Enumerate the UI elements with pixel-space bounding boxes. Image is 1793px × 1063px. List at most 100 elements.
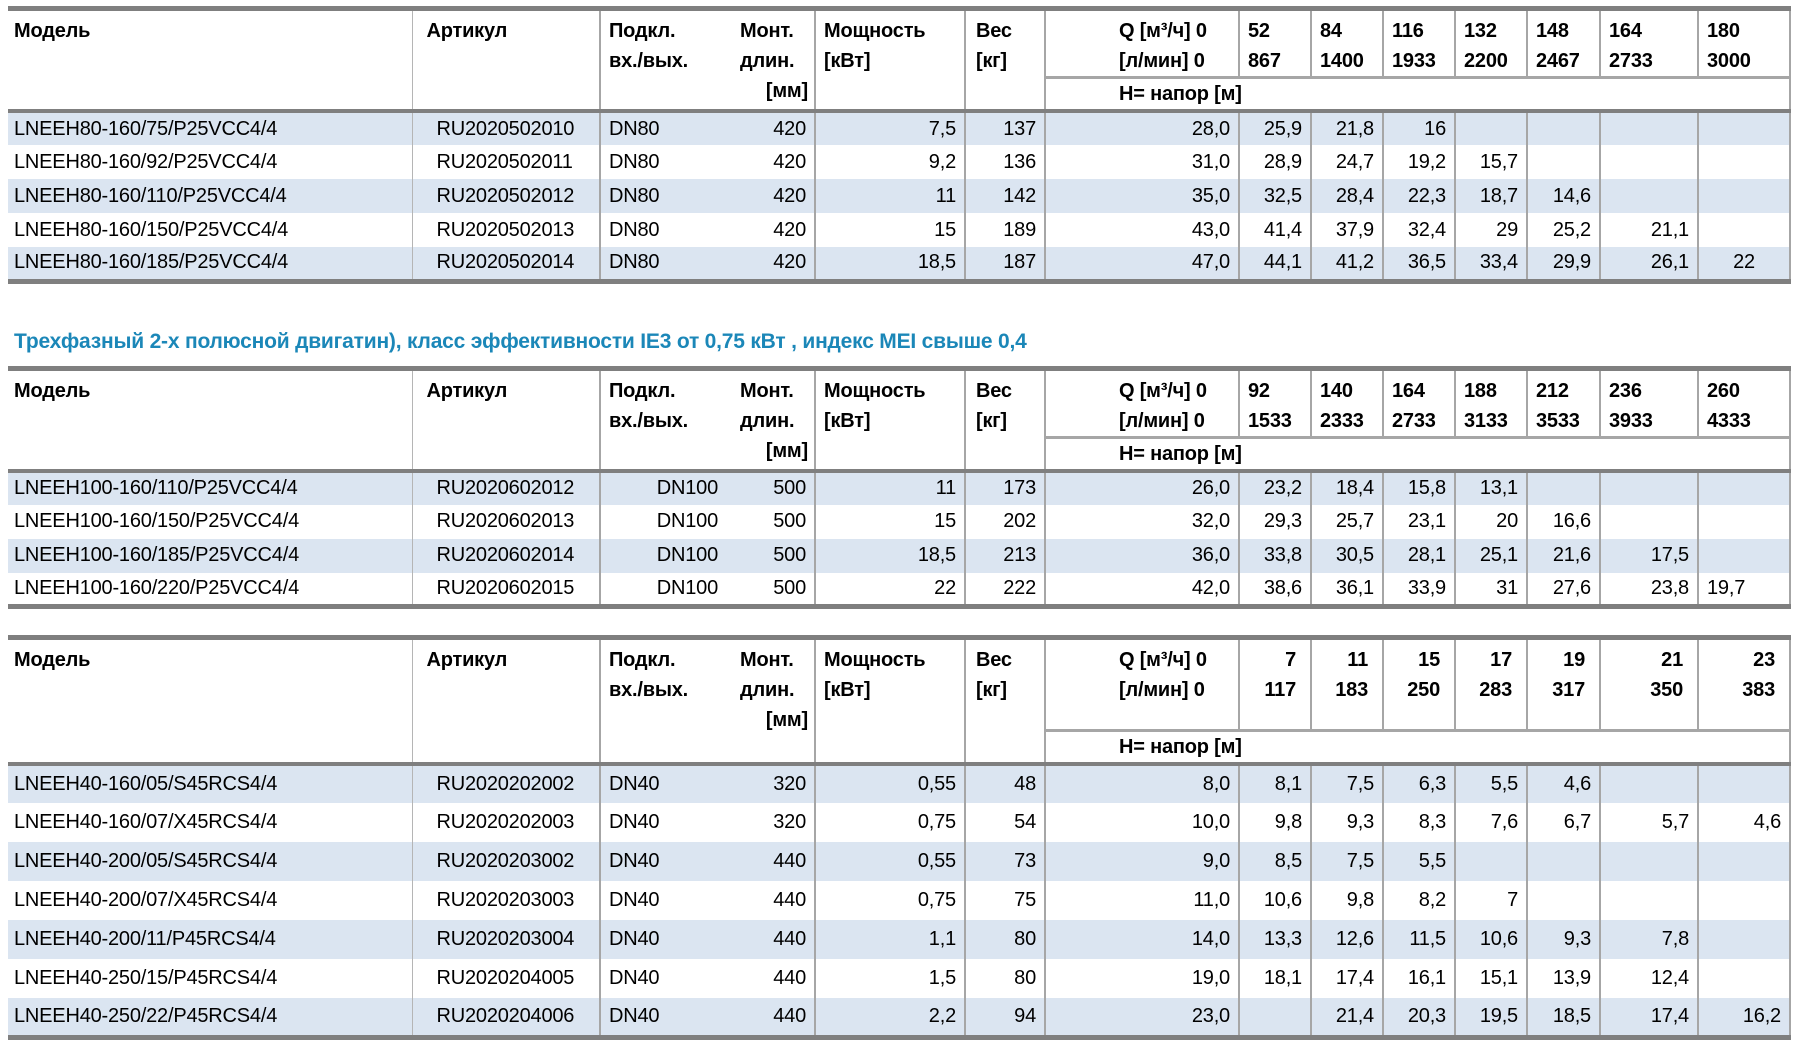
cell-h-value: 13,1	[1454, 470, 1527, 505]
cell-article: RU2020602015	[411, 572, 600, 607]
cell-h-value: 25,1	[1454, 538, 1527, 573]
cell-h0: 14,0	[1044, 920, 1239, 959]
q-lmin-value: 2733	[1392, 409, 1436, 432]
cell-mount-length: 420	[773, 218, 806, 241]
cell-article: RU2020602012	[411, 470, 600, 505]
header-line: Подкл.	[609, 379, 676, 402]
cell-dn: DN40	[599, 920, 728, 959]
cell-h-value: 33,9	[1382, 572, 1455, 607]
q-m3h-value: 19	[1563, 649, 1585, 671]
cell-mount-length: 440	[773, 1004, 806, 1027]
col-header-q-value: 7 117	[1238, 637, 1311, 731]
cell-mount-length: 500	[773, 576, 806, 599]
cell-h-value: 21,4	[1310, 998, 1383, 1037]
q-lmin-value: 1533	[1248, 409, 1292, 432]
q-m3h-value: 132	[1464, 20, 1497, 42]
cell-mount-length: 500	[773, 544, 806, 566]
header-line: Мощность	[824, 649, 926, 671]
cell-h-value	[1697, 145, 1790, 179]
col-header-mount-length: Монт. длин. [мм]	[728, 9, 815, 112]
cell-h-value: 17,5	[1599, 538, 1698, 573]
header-line: Монт.	[740, 649, 794, 671]
q-m3h-value: 180	[1707, 20, 1740, 42]
cell-dn: DN80	[599, 213, 728, 247]
header-line: [кг]	[976, 50, 1007, 72]
cell-h-value: 33,8	[1238, 538, 1311, 573]
cell-h-value: 26,1	[1599, 247, 1698, 281]
table-row: LNEEH80-160/75/P25VCC4/4 RU2020502010 DN80…	[8, 111, 1790, 145]
cell-dn: DN80	[599, 247, 728, 281]
header-line: длин.	[740, 409, 795, 432]
cell-h-value: 19,5	[1454, 998, 1527, 1037]
cell-h0: 31,0	[1044, 145, 1239, 179]
cell-h-value: 28,1	[1382, 538, 1455, 573]
cell-dn: DN40	[599, 881, 728, 920]
cell-power: 9,2	[814, 145, 965, 179]
cell-weight: 136	[964, 145, 1045, 179]
cell-dn: DN40	[599, 998, 728, 1037]
table-row: LNEEH40-200/07/X45RCS4/4 RU2020203003 DN40…	[8, 881, 1790, 920]
header-line: длин.	[740, 50, 795, 72]
cell-h-value: 4,6	[1697, 803, 1790, 842]
cell-h-value: 5,5	[1382, 842, 1455, 881]
cell-h-value: 41,2	[1310, 247, 1383, 281]
cell-power: 0,55	[814, 764, 965, 803]
cell-h-value: 30,5	[1310, 538, 1383, 573]
header-line: [кг]	[976, 409, 1007, 432]
cell-article: RU2020502010	[411, 111, 600, 145]
cell-h-value: 19,2	[1382, 145, 1455, 179]
col-header-q-value: 21 350	[1599, 637, 1698, 731]
cell-h-value	[1697, 470, 1790, 505]
cell-h-value: 27,6	[1526, 572, 1600, 607]
table-row: LNEEH80-160/150/P25VCC4/4 RU2020502013 DN8…	[8, 213, 1790, 247]
table-body: LNEEH80-160/75/P25VCC4/4 RU2020502010 DN80…	[8, 111, 1790, 281]
cell-h0: 8,0	[1044, 764, 1239, 803]
table-row: LNEEH40-250/22/P45RCS4/4 RU2020204006 DN40…	[8, 998, 1790, 1037]
cell-h-value: 16	[1382, 111, 1455, 145]
cell-dn: DN40	[599, 842, 728, 881]
cell-weight: 189	[964, 213, 1045, 247]
col-header-model: Модель	[14, 649, 91, 671]
cell-weight: 54	[964, 803, 1045, 842]
q-lmin-value: 2200	[1464, 50, 1508, 72]
col-header-dn: Подкл. вх./вых.	[599, 8, 728, 111]
cell-article: RU2020203004	[411, 920, 600, 959]
cell-weight: 187	[964, 247, 1045, 281]
cell-h0: 11,0	[1044, 881, 1239, 920]
cell-mount-length: 440	[773, 967, 806, 989]
cell-weight: 173	[964, 470, 1045, 505]
cell-article: RU2020203002	[411, 842, 600, 881]
cell-h0: 9,0	[1044, 842, 1239, 881]
cell-h-value: 7,6	[1454, 803, 1527, 842]
table-row: LNEEH100-160/185/P25VCC4/4 RU2020602014 DN…	[8, 538, 1790, 573]
cell-mount-length: 420	[773, 117, 806, 140]
cell-model: LNEEH80-160/185/P25VCC4/4	[14, 251, 289, 274]
col-header-q-value: 236 3933	[1599, 368, 1698, 437]
cell-h-value: 7,5	[1310, 764, 1383, 803]
cell-weight: 73	[964, 842, 1045, 881]
col-header-q: Q [м³/ч] 0 [л/мин] 0	[1044, 637, 1239, 731]
header-line: Монт.	[740, 379, 794, 402]
cell-article: RU2020204006	[411, 998, 600, 1037]
cell-mount-length: 320	[773, 811, 806, 833]
col-header-article: Артикул	[411, 637, 600, 764]
cell-power: 11	[814, 470, 965, 505]
cell-mount-length: 420	[773, 184, 806, 207]
cell-dn: DN80	[599, 179, 728, 213]
cell-article: RU2020602014	[411, 538, 600, 573]
q-lmin-value: 4333	[1707, 409, 1751, 432]
col-header-q-value: 11 183	[1310, 637, 1383, 731]
cell-article: RU2020502012	[411, 179, 600, 213]
cell-h-value: 33,4	[1454, 247, 1527, 281]
q-m3h-value: 164	[1392, 379, 1425, 402]
cell-h-value: 28,4	[1310, 179, 1383, 213]
cell-mount-length: 440	[773, 850, 806, 872]
q-lmin-value: 350	[1650, 679, 1683, 701]
cell-model: LNEEH80-160/110/P25VCC4/4	[14, 184, 287, 207]
q-m3h-value: 116	[1392, 20, 1424, 42]
cell-h-value: 21,8	[1310, 111, 1383, 145]
col-header-model: Модель	[14, 379, 91, 402]
cell-h0: 26,0	[1044, 470, 1239, 505]
cell-h0: 23,0	[1044, 998, 1239, 1037]
cell-h-value: 23,8	[1599, 572, 1698, 607]
